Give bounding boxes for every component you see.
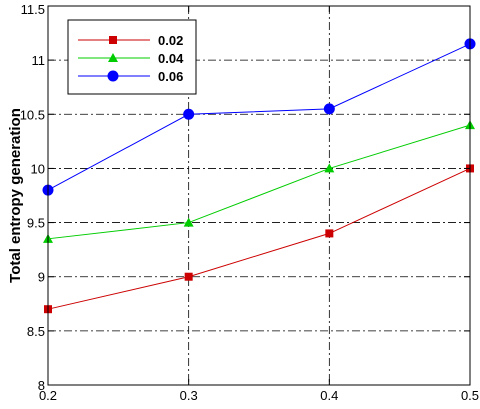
- axis-ticks: 0.2 0.3 0.4 0.5 8 8.5 9 9.5 10 10.5 11 11.5: [20, 2, 479, 403]
- y-tick-label: 11.5: [21, 2, 45, 17]
- plot-frame: [47, 5, 471, 386]
- data-point: [325, 229, 334, 238]
- series-0.02: [44, 164, 474, 314]
- data-point: [324, 163, 335, 173]
- y-axis-title: Total entropy generation: [7, 108, 24, 283]
- y-tick-label: 8.5: [27, 324, 45, 339]
- x-tick-label: 0.5: [461, 388, 479, 403]
- y-tick-label: 10.5: [20, 107, 45, 122]
- series-line: [47, 43, 471, 191]
- y-tick-label: 9: [38, 270, 45, 285]
- legend-item: 0.02: [78, 33, 183, 48]
- data-point: [183, 108, 195, 120]
- y-tick-label: 8: [38, 378, 45, 393]
- legend-marker: [107, 70, 119, 82]
- legend-item: 0.06: [78, 69, 183, 84]
- y-tick-label: 9.5: [27, 216, 45, 231]
- legend: 0.02 0.04 0.06: [67, 19, 197, 95]
- data-point: [323, 103, 335, 115]
- data-point: [183, 217, 194, 227]
- legend-label: 0.02: [158, 33, 183, 48]
- series-line: [47, 124, 471, 240]
- x-tick-label: 0.4: [320, 388, 338, 403]
- legend-label: 0.04: [158, 51, 184, 66]
- data-point: [184, 272, 193, 281]
- legend-item: 0.04: [78, 51, 184, 66]
- x-tick-label: 0.3: [180, 388, 198, 403]
- legend-label: 0.06: [158, 69, 183, 84]
- series-0.04: [43, 120, 475, 243]
- legend-marker: [108, 53, 118, 62]
- y-tick-label: 11: [32, 53, 46, 68]
- series-line: [47, 167, 471, 310]
- legend-box: [67, 19, 197, 95]
- legend-marker: [109, 36, 117, 44]
- y-tick-label: 10: [31, 161, 45, 176]
- x-tick-label: 0.2: [39, 388, 57, 403]
